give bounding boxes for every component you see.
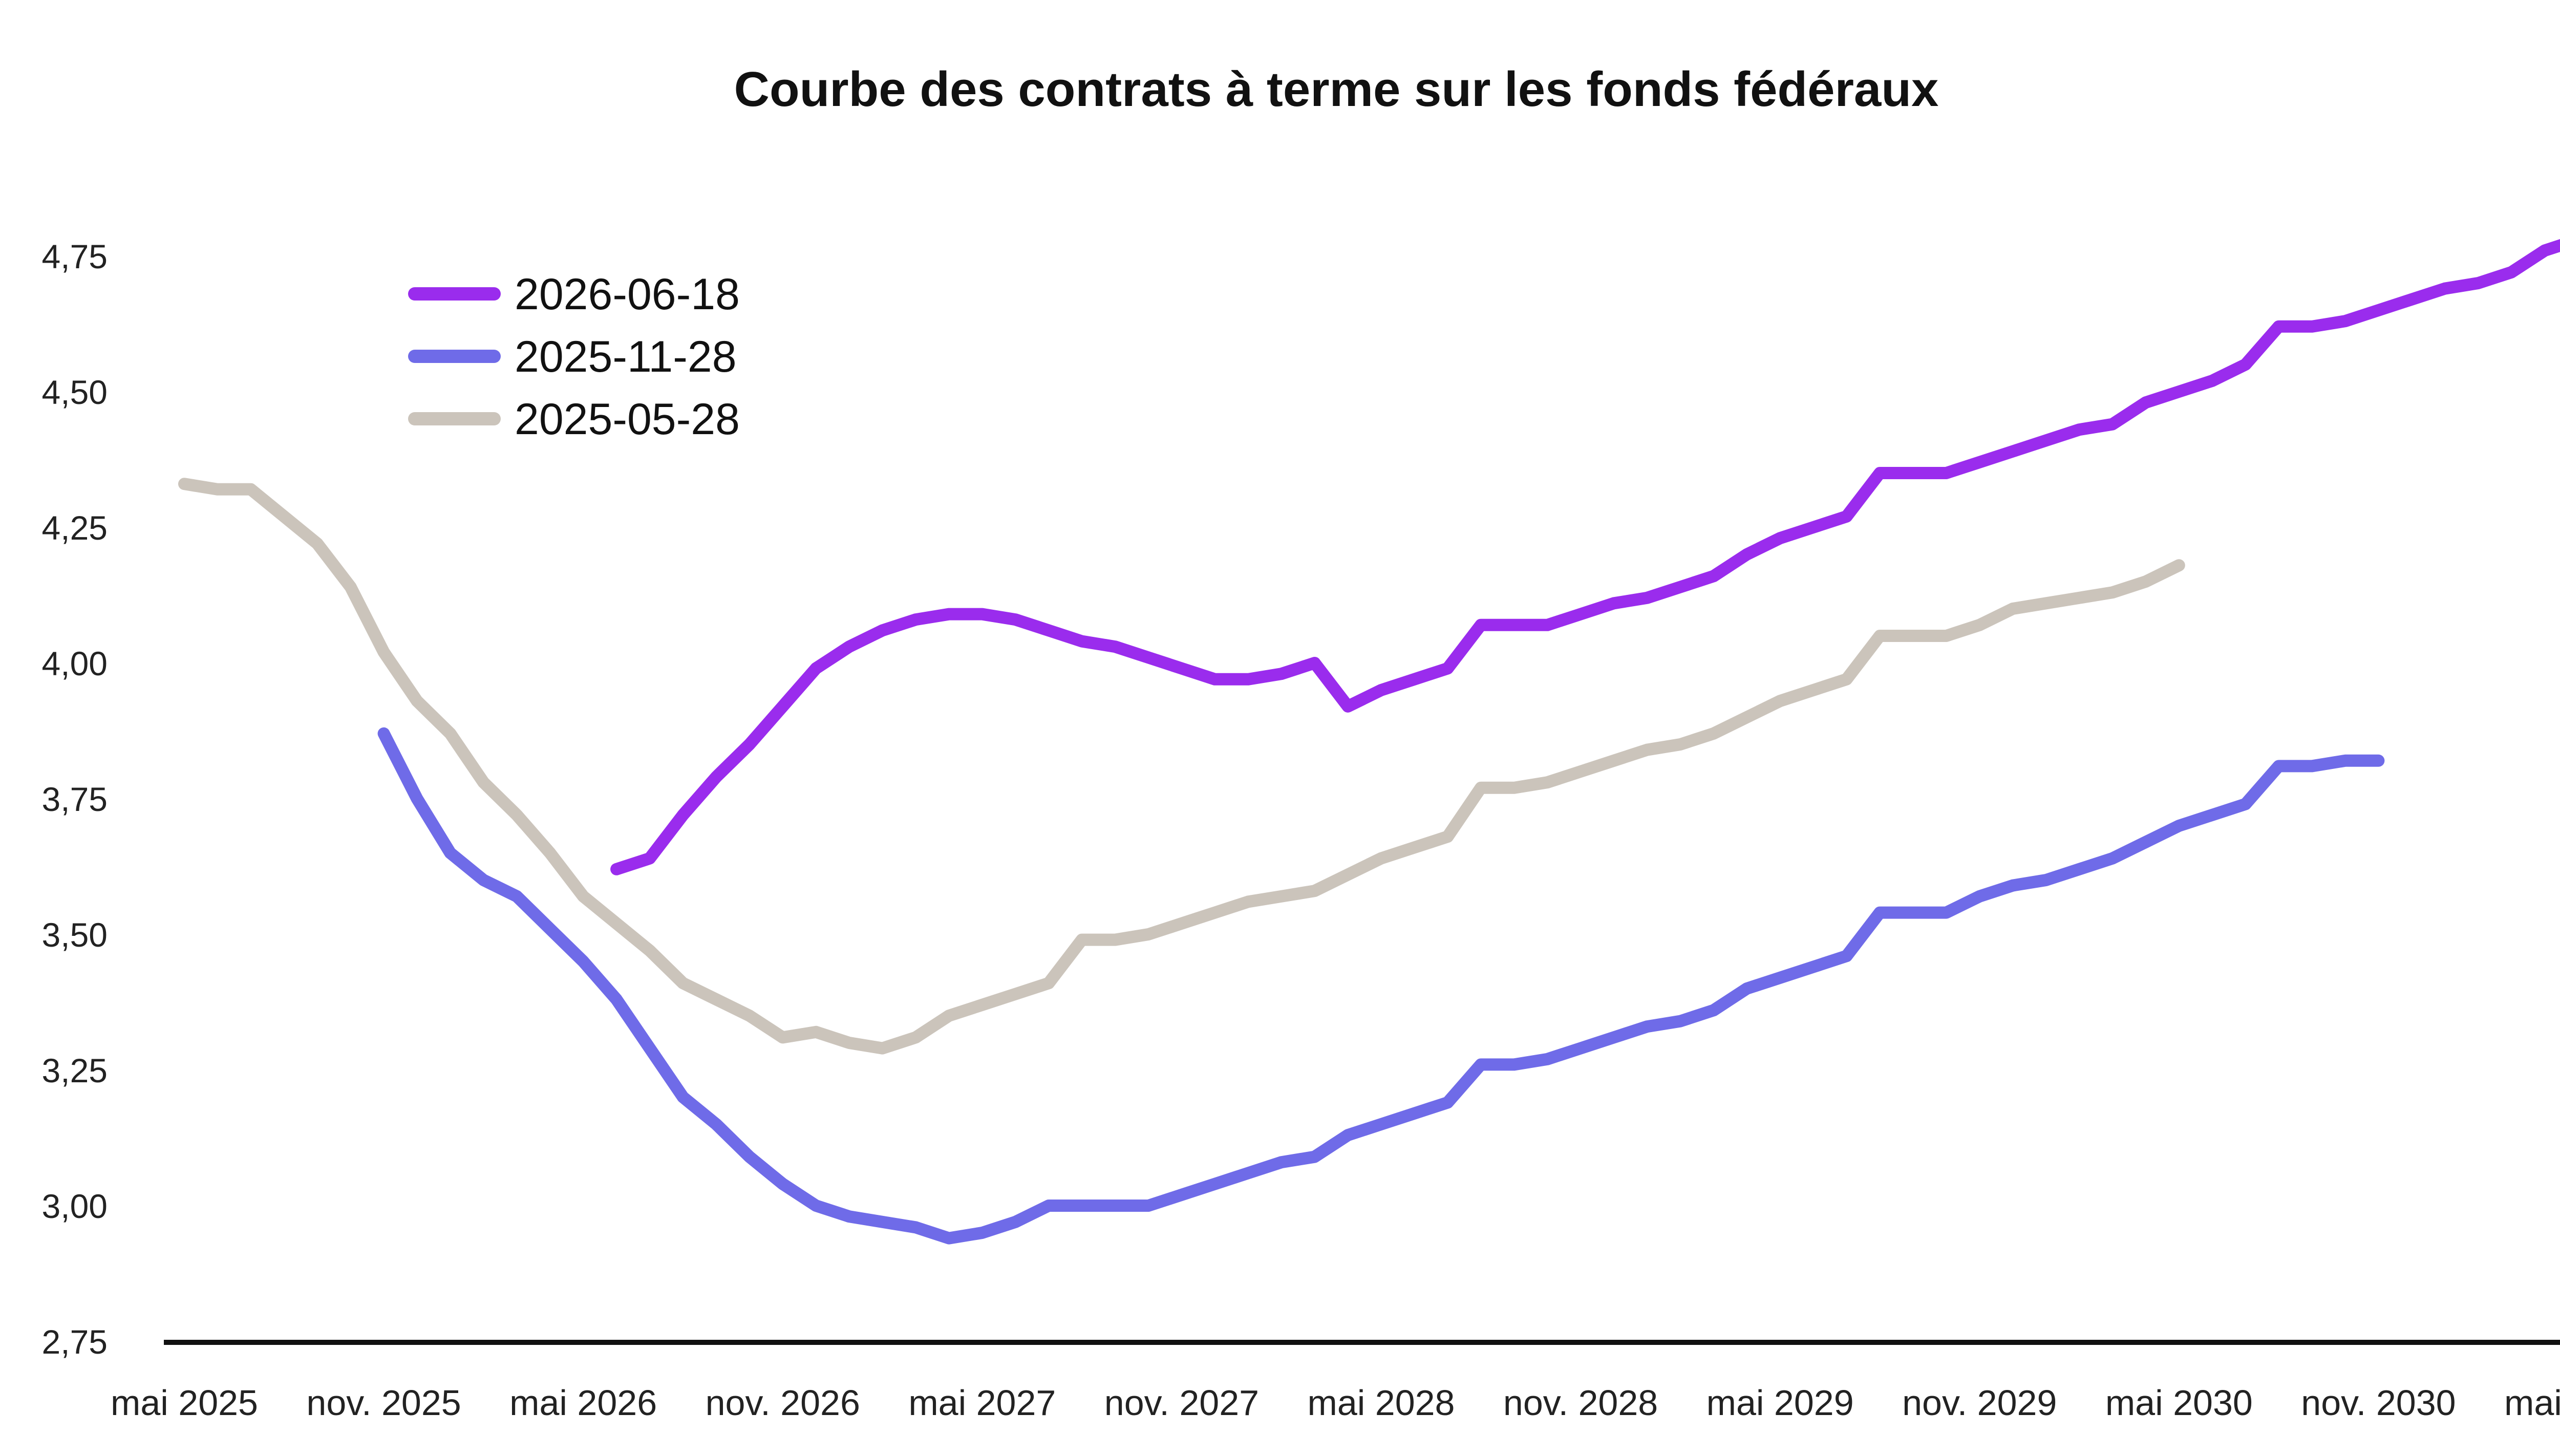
x-tick-label: nov. 2027 [1104,1383,1259,1423]
legend-label: 2025-11-28 [515,332,737,381]
legend: 2026-06-18 2025-11-28 2025-05-28 [408,270,740,444]
x-tick-label: nov. 2030 [2301,1383,2456,1423]
y-tick-label: 2,75 [42,1323,108,1361]
y-tick-label: 3,25 [42,1052,108,1089]
legend-label: 2025-05-28 [515,395,740,444]
x-tick-label: mai 2031 [2504,1383,2560,1423]
x-axis-tick-labels: mai 2025 nov. 2025 mai 2026 nov. 2026 mai 20… [111,1383,2560,1423]
series-lines [178,239,2560,1245]
y-tick-label: 3,75 [42,780,108,818]
y-axis-tick-labels: 2,75 3,00 3,25 3,50 3,75 4,00 4,25 4,50 4,75 [42,238,108,1361]
x-tick-label: mai 2027 [908,1383,1056,1423]
series-line-2025-11-28 [377,727,2385,1245]
x-tick-label: nov. 2025 [306,1383,461,1423]
x-tick-label: nov. 2028 [1503,1383,1658,1423]
x-tick-label: mai 2026 [509,1383,657,1423]
x-tick-label: nov. 2026 [706,1383,860,1423]
y-tick-label: 4,25 [42,509,108,547]
x-tick-label: mai 2029 [1706,1383,1854,1423]
x-tick-label: mai 2030 [2105,1383,2253,1423]
x-tick-label: mai 2025 [111,1383,258,1423]
series-line-2026-06-18 [610,239,2560,875]
y-tick-label: 3,00 [42,1187,108,1225]
y-tick-label: 4,00 [42,645,108,682]
legend-label: 2026-06-18 [515,270,740,319]
y-tick-label: 4,75 [42,238,108,275]
y-tick-label: 3,50 [42,916,108,954]
chart-title: Courbe des contrats à terme sur les fond… [734,62,1939,117]
y-tick-label: 4,50 [42,373,108,411]
x-tick-label: nov. 2029 [1902,1383,2057,1423]
series-line-2025-05-28 [178,478,2185,1055]
x-tick-label: mai 2028 [1308,1383,1455,1423]
